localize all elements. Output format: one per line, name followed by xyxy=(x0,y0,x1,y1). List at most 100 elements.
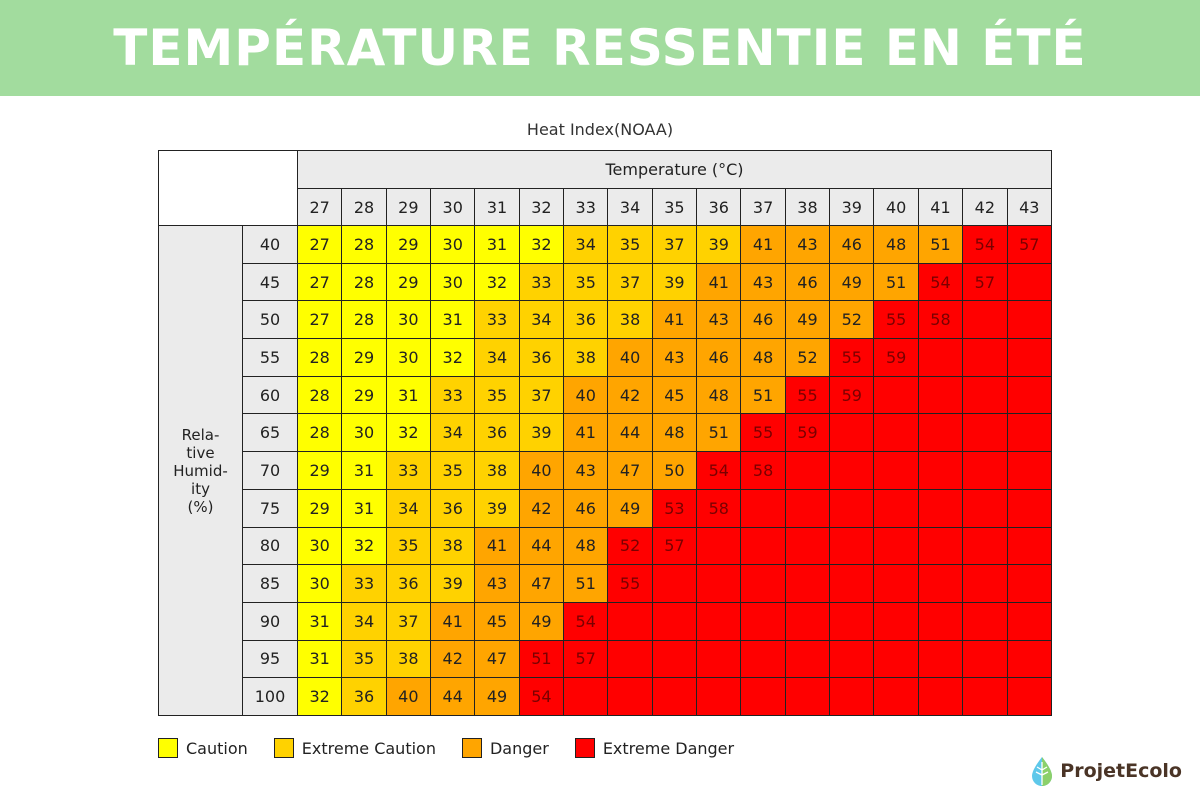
heat-cell: 35 xyxy=(474,375,520,415)
heat-cell: 43 xyxy=(784,225,831,264)
heat-cell xyxy=(962,300,1008,340)
heat-cell xyxy=(962,639,1008,679)
legend-label: Extreme Danger xyxy=(602,738,735,758)
heat-cell xyxy=(651,677,698,716)
heat-cell xyxy=(917,338,964,377)
brand-logo: ProjetEcolo xyxy=(1030,756,1182,786)
heat-cell: 30 xyxy=(296,526,343,566)
heat-cell: 58 xyxy=(917,300,964,340)
x-tick-label: 37 xyxy=(740,188,786,226)
heat-cell: 45 xyxy=(651,375,698,415)
heat-cell: 49 xyxy=(518,601,565,641)
brand-name: ProjetEcolo xyxy=(1060,760,1182,782)
heat-cell: 28 xyxy=(341,300,387,340)
x-axis-label: Temperature (°C) xyxy=(297,150,1052,189)
heat-cell: 29 xyxy=(341,375,387,415)
heat-cell: 28 xyxy=(341,225,387,264)
heat-cell: 41 xyxy=(563,413,609,453)
heat-cell xyxy=(696,601,742,641)
heat-cell: 41 xyxy=(430,601,476,641)
chart-title: Heat Index(NOAA) xyxy=(526,120,674,139)
heat-cell: 39 xyxy=(651,262,698,302)
heat-cell: 30 xyxy=(430,225,476,264)
heat-cell: 29 xyxy=(341,338,387,377)
heat-cell xyxy=(784,451,831,490)
page-title: TEMPÉRATURE RESSENTIE EN ÉTÉ xyxy=(113,19,1087,77)
heat-cell: 51 xyxy=(740,375,786,415)
heat-cell: 54 xyxy=(962,225,1008,264)
heat-cell: 46 xyxy=(829,225,875,264)
y-tick-label: 40 xyxy=(242,225,298,264)
heat-cell: 54 xyxy=(563,601,609,641)
heat-cell xyxy=(1006,300,1052,340)
heat-index-table: Temperature (°C) 27 28 29 30 31 32 33 34 35 36 37 38… xyxy=(158,150,1052,716)
heat-cell xyxy=(962,413,1008,453)
heat-cell: 31 xyxy=(296,639,343,679)
x-tick-label: 41 xyxy=(917,188,964,226)
heat-cell xyxy=(917,677,964,716)
heat-cell: 33 xyxy=(518,262,565,302)
heat-cell: 46 xyxy=(696,338,742,377)
heat-cell xyxy=(1006,451,1052,490)
heat-cell xyxy=(873,488,919,528)
heat-cell xyxy=(1006,526,1052,566)
heat-cell xyxy=(1006,564,1052,603)
heat-cell: 52 xyxy=(829,300,875,340)
heat-cell: 55 xyxy=(829,338,875,377)
heat-cell: 35 xyxy=(385,526,432,566)
heat-cell: 38 xyxy=(474,451,520,490)
heat-cell: 35 xyxy=(607,225,653,264)
heat-cell: 51 xyxy=(518,639,565,679)
legend: Caution Extreme Caution Danger Extreme Dang… xyxy=(158,738,734,758)
heat-cell xyxy=(1006,413,1052,453)
heat-cell: 57 xyxy=(962,262,1008,302)
heat-cell: 43 xyxy=(651,338,698,377)
heat-cell: 38 xyxy=(430,526,476,566)
x-tick-label: 35 xyxy=(651,188,698,226)
heat-cell: 43 xyxy=(474,564,520,603)
heat-cell: 49 xyxy=(829,262,875,302)
heat-cell: 41 xyxy=(474,526,520,566)
heat-cell xyxy=(651,639,698,679)
heat-cell: 29 xyxy=(296,451,343,490)
heat-cell: 37 xyxy=(518,375,565,415)
heat-cell xyxy=(917,488,964,528)
heat-cell: 51 xyxy=(873,262,919,302)
heat-cell: 55 xyxy=(784,375,831,415)
heat-cell: 43 xyxy=(740,262,786,302)
heat-cell: 48 xyxy=(563,526,609,566)
heat-cell xyxy=(784,488,831,528)
heat-cell: 44 xyxy=(430,677,476,716)
legend-label: Extreme Caution xyxy=(301,738,436,758)
x-tick-label: 38 xyxy=(784,188,831,226)
heat-cell xyxy=(829,639,875,679)
heat-cell xyxy=(563,677,609,716)
heat-cell xyxy=(962,564,1008,603)
heat-cell: 36 xyxy=(430,488,476,528)
heat-cell xyxy=(962,526,1008,566)
y-tick-label: 75 xyxy=(242,488,298,528)
heat-cell xyxy=(873,451,919,490)
heat-cell: 59 xyxy=(784,413,831,453)
heat-cell: 36 xyxy=(341,677,387,716)
heat-cell: 36 xyxy=(385,564,432,603)
heat-cell xyxy=(740,526,786,566)
y-tick-label: 55 xyxy=(242,338,298,377)
heat-cell: 48 xyxy=(740,338,786,377)
x-tick-label: 33 xyxy=(563,188,609,226)
heat-cell: 48 xyxy=(696,375,742,415)
heat-cell xyxy=(784,601,831,641)
heat-cell: 32 xyxy=(296,677,343,716)
heat-cell xyxy=(962,375,1008,415)
heat-cell: 48 xyxy=(873,225,919,264)
heat-cell: 31 xyxy=(474,225,520,264)
heat-cell: 31 xyxy=(430,300,476,340)
heat-cell: 45 xyxy=(474,601,520,641)
heat-cell: 39 xyxy=(518,413,565,453)
heat-cell xyxy=(829,564,875,603)
heat-cell: 35 xyxy=(430,451,476,490)
heat-cell: 30 xyxy=(385,338,432,377)
heat-cell: 28 xyxy=(341,262,387,302)
y-tick-label: 65 xyxy=(242,413,298,453)
heat-cell xyxy=(607,639,653,679)
